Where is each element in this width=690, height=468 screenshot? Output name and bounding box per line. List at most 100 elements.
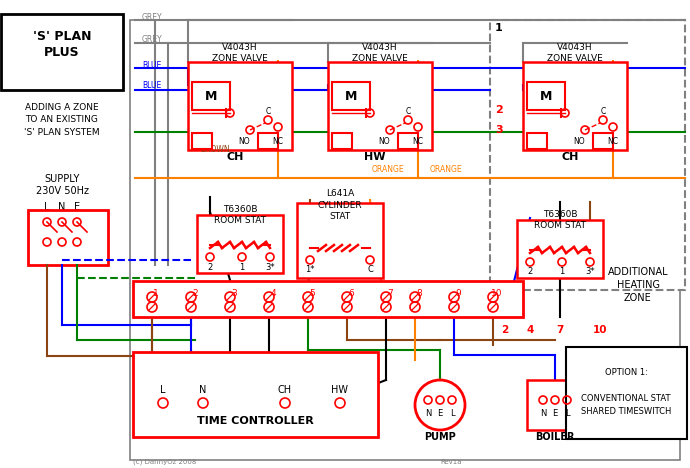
Text: L: L [450, 409, 454, 417]
Text: L: L [44, 202, 50, 212]
Text: N: N [540, 409, 546, 417]
Text: (c) DannyOz 2008: (c) DannyOz 2008 [133, 459, 197, 465]
Text: N: N [59, 202, 66, 212]
FancyBboxPatch shape [130, 20, 680, 460]
FancyBboxPatch shape [527, 380, 583, 430]
Text: CH: CH [226, 152, 244, 162]
Text: * CONTACT CLOSED
WHEN CALLING
FOR HEAT: * CONTACT CLOSED WHEN CALLING FOR HEAT [306, 281, 374, 302]
Text: NO: NO [378, 137, 390, 146]
FancyBboxPatch shape [192, 133, 212, 149]
FancyBboxPatch shape [523, 62, 627, 150]
Text: ADDING A ZONE
TO AN EXISTING
'S' PLAN SYSTEM: ADDING A ZONE TO AN EXISTING 'S' PLAN SY… [24, 103, 100, 137]
Text: L: L [160, 385, 166, 395]
Text: M: M [345, 89, 357, 102]
Text: 10: 10 [593, 325, 607, 335]
Text: 1: 1 [560, 268, 564, 277]
FancyBboxPatch shape [398, 133, 418, 149]
Text: C: C [266, 107, 270, 116]
Text: HW: HW [364, 152, 386, 162]
Text: E: E [74, 202, 80, 212]
Text: 7: 7 [556, 325, 564, 335]
Text: ORANGE: ORANGE [430, 166, 462, 175]
FancyBboxPatch shape [593, 133, 613, 149]
FancyBboxPatch shape [517, 220, 603, 278]
Text: 2: 2 [208, 263, 213, 271]
FancyBboxPatch shape [1, 14, 123, 90]
Text: ADDITIONAL
HEATING
ZONE: ADDITIONAL HEATING ZONE [608, 267, 669, 303]
Text: T6360B
ROOM STAT: T6360B ROOM STAT [214, 205, 266, 225]
Text: GREY: GREY [142, 36, 163, 44]
FancyBboxPatch shape [258, 133, 278, 149]
Text: V4043H
ZONE VALVE: V4043H ZONE VALVE [352, 43, 408, 63]
Text: ORANGE: ORANGE [372, 166, 404, 175]
FancyBboxPatch shape [197, 215, 283, 273]
Text: 3: 3 [231, 290, 237, 299]
Text: PUMP: PUMP [424, 432, 456, 442]
Text: 5: 5 [309, 290, 315, 299]
FancyBboxPatch shape [188, 62, 292, 150]
FancyBboxPatch shape [297, 203, 383, 278]
Text: 1*: 1* [305, 265, 315, 275]
Text: L: L [564, 409, 569, 417]
Text: E: E [553, 409, 558, 417]
Text: TIME CONTROLLER: TIME CONTROLLER [197, 416, 313, 426]
Text: 9: 9 [455, 290, 461, 299]
Text: L641A
CYLINDER
STAT: L641A CYLINDER STAT [317, 190, 362, 220]
Text: C: C [406, 107, 411, 116]
Text: HW: HW [331, 385, 348, 395]
Text: V4043H
ZONE VALVE: V4043H ZONE VALVE [212, 43, 268, 63]
Text: 1: 1 [239, 263, 245, 271]
Text: 3*: 3* [585, 268, 595, 277]
Text: 'S' PLAN
PLUS: 'S' PLAN PLUS [32, 30, 91, 59]
FancyBboxPatch shape [133, 281, 523, 317]
Text: 2: 2 [495, 105, 503, 115]
FancyBboxPatch shape [527, 133, 547, 149]
Text: BROWN: BROWN [200, 146, 230, 154]
FancyBboxPatch shape [332, 133, 352, 149]
Text: OPTION 1:

CONVENTIONAL STAT
SHARED TIMESWITCH: OPTION 1: CONVENTIONAL STAT SHARED TIMES… [581, 368, 671, 417]
Text: SUPPLY
230V 50Hz: SUPPLY 230V 50Hz [35, 174, 88, 196]
Text: V4043H
ZONE VALVE: V4043H ZONE VALVE [547, 43, 603, 63]
Text: 2: 2 [527, 268, 533, 277]
Text: 3*: 3* [265, 263, 275, 271]
Text: 2: 2 [502, 325, 509, 335]
FancyBboxPatch shape [332, 82, 370, 110]
Text: N: N [199, 385, 207, 395]
Text: BLUE: BLUE [142, 80, 161, 89]
Text: 7: 7 [387, 290, 393, 299]
Text: 1: 1 [495, 23, 503, 33]
Text: Rev1a: Rev1a [440, 459, 462, 465]
Text: NC: NC [273, 137, 284, 146]
Text: 6: 6 [348, 290, 354, 299]
Text: CH: CH [561, 152, 579, 162]
Text: 3: 3 [495, 125, 502, 135]
Text: NO: NO [238, 137, 250, 146]
Text: T6360B
ROOM STAT: T6360B ROOM STAT [534, 210, 586, 230]
Text: NC: NC [413, 137, 424, 146]
Text: 4: 4 [526, 325, 533, 335]
Text: NO: NO [573, 137, 585, 146]
FancyBboxPatch shape [28, 210, 108, 265]
Text: M: M [540, 89, 552, 102]
FancyBboxPatch shape [192, 82, 230, 110]
FancyBboxPatch shape [527, 82, 565, 110]
FancyBboxPatch shape [328, 62, 432, 150]
Text: 8: 8 [416, 290, 422, 299]
Text: GREY: GREY [142, 14, 163, 22]
Text: E: E [437, 409, 442, 417]
Text: BLUE: BLUE [142, 60, 161, 70]
Text: NC: NC [607, 137, 618, 146]
FancyBboxPatch shape [490, 20, 685, 290]
Text: BOILER: BOILER [535, 432, 575, 442]
Text: N: N [425, 409, 431, 417]
Text: M: M [205, 89, 217, 102]
FancyBboxPatch shape [133, 352, 378, 437]
Text: CH: CH [278, 385, 292, 395]
Text: 10: 10 [491, 290, 503, 299]
Text: 1: 1 [153, 290, 159, 299]
Text: C: C [600, 107, 606, 116]
Text: 4: 4 [270, 290, 276, 299]
Text: 2: 2 [193, 290, 198, 299]
Text: C: C [367, 265, 373, 275]
FancyBboxPatch shape [566, 347, 687, 439]
